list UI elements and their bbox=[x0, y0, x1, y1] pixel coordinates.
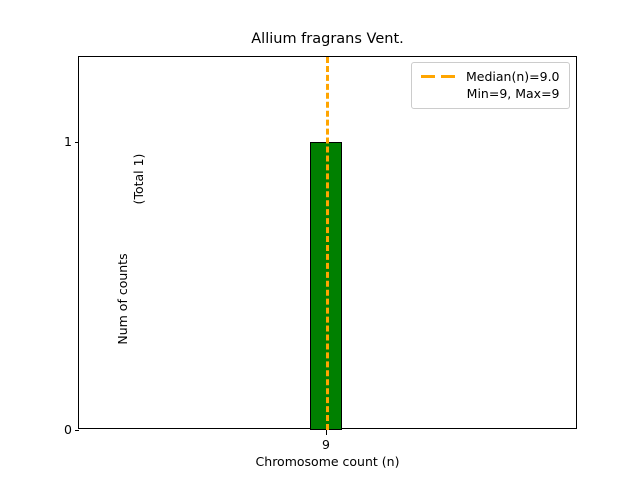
legend-label-minmax: Min=9, Max=9 bbox=[466, 86, 560, 101]
legend-label-median: Median(n)=9.0 bbox=[466, 69, 560, 84]
legend-entry-median: Median(n)=9.0 Min=9, Max=9 bbox=[466, 68, 560, 102]
dashed-line-swatch-icon bbox=[421, 68, 457, 85]
x-axis-label: Chromosome count (n) bbox=[255, 454, 400, 469]
y-tick-mark-1 bbox=[74, 142, 79, 143]
plot-area: 0 1 9 Num of counts (Total 1) Median(n)=… bbox=[64, 56, 577, 452]
y-tick-label-1: 1 bbox=[64, 133, 72, 149]
page-title: Allium fragrans Vent. bbox=[251, 31, 404, 47]
y-tick-mark-0 bbox=[74, 430, 79, 431]
y-axis-label: Num of counts bbox=[115, 253, 130, 345]
median-line bbox=[326, 57, 329, 430]
x-tick-label-9: 9 bbox=[322, 437, 330, 452]
y-tick-label-0: 0 bbox=[64, 421, 72, 437]
y-axis-label-total: (Total 1) bbox=[131, 153, 146, 205]
legend[interactable]: Median(n)=9.0 Min=9, Max=9 bbox=[411, 62, 570, 109]
x-tick-mark-9 bbox=[326, 430, 327, 435]
